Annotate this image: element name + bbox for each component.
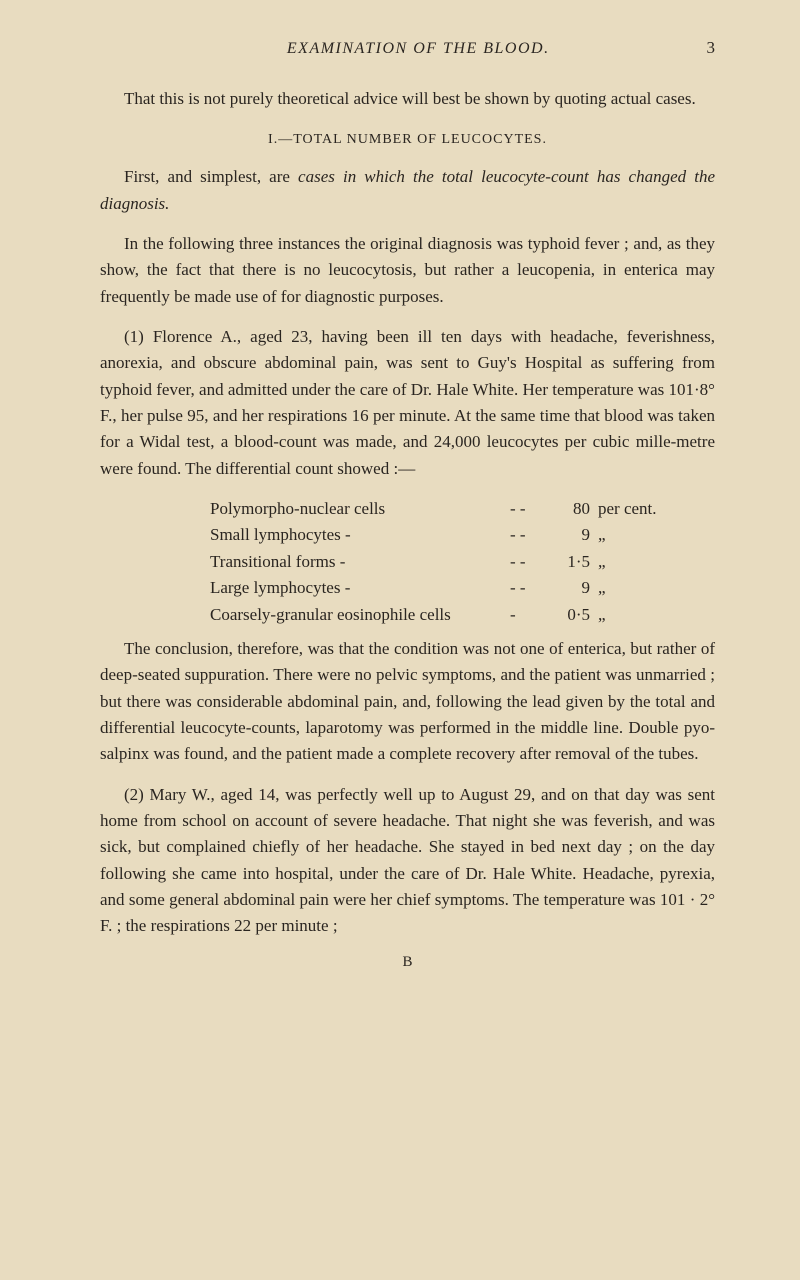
diff-value: 80 <box>540 496 590 522</box>
table-row: Polymorpho-nuclear cells - - 80 per cent… <box>210 496 715 522</box>
diff-sep: - - <box>510 549 540 575</box>
table-row: Transitional forms - - - 1·5 „ <box>210 549 715 575</box>
diff-value: 9 <box>540 575 590 601</box>
page-number: 3 <box>707 38 716 58</box>
paragraph-case-1: (1) Florence A., aged 23, having been il… <box>100 324 715 482</box>
diff-unit: „ <box>590 602 606 628</box>
table-row: Large lymphocytes - - - 9 „ <box>210 575 715 601</box>
intro-paragraph: That this is not purely theoretical advi… <box>100 86 715 112</box>
paragraph-three-instances: In the following three instances the ori… <box>100 231 715 310</box>
paragraph-conclusion: The conclusion, therefore, was that the … <box>100 636 715 768</box>
para2-plain: First, and simplest, are <box>124 167 298 186</box>
diff-label: Polymorpho-nuclear cells <box>210 496 510 522</box>
table-row: Small lymphocytes - - - 9 „ <box>210 522 715 548</box>
diff-value: 0·5 <box>540 602 590 628</box>
diff-sep: - - <box>510 522 540 548</box>
diff-label: Small lymphocytes - <box>210 522 510 548</box>
diff-unit: „ <box>590 575 606 601</box>
diff-label: Large lymphocytes - <box>210 575 510 601</box>
diff-sep: - - <box>510 496 540 522</box>
table-row: Coarsely-granular eosinophile cells - 0·… <box>210 602 715 628</box>
diff-unit: „ <box>590 549 606 575</box>
section-heading: I.—TOTAL NUMBER OF LEUCOCYTES. <box>100 132 715 148</box>
diff-sep: - - <box>510 575 540 601</box>
diff-value: 1·5 <box>540 549 590 575</box>
signature-mark: B <box>100 954 715 971</box>
differential-count-table: Polymorpho-nuclear cells - - 80 per cent… <box>210 496 715 628</box>
diff-unit: per cent. <box>590 496 657 522</box>
diff-value: 9 <box>540 522 590 548</box>
diff-label: Coarsely-granular eosinophile cells <box>210 602 510 628</box>
diff-label: Transitional forms - <box>210 549 510 575</box>
diff-unit: „ <box>590 522 606 548</box>
running-title: EXAMINATION OF THE BLOOD. <box>100 40 707 58</box>
diff-sep: - <box>510 602 540 628</box>
paragraph-first-simplest: First, and simplest, are cases in which … <box>100 164 715 217</box>
running-header: EXAMINATION OF THE BLOOD. 3 <box>100 38 715 58</box>
paragraph-case-2: (2) Mary W., aged 14, was perfectly well… <box>100 782 715 940</box>
